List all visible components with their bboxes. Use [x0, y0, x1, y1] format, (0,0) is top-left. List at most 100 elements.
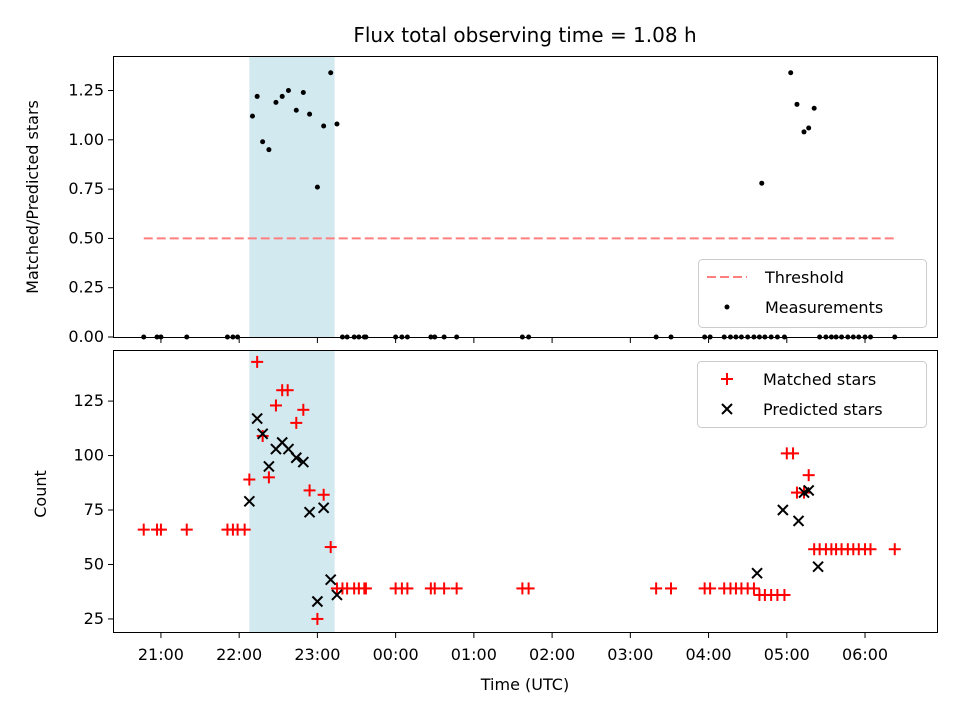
y-tick-label: 1.25 [68, 81, 104, 100]
matched-star-point [747, 582, 760, 595]
predicted-stars-points [243, 412, 824, 608]
y-tick-label: 1.00 [68, 130, 104, 149]
matched-star-point [269, 399, 282, 412]
predicted-star-point [317, 502, 330, 514]
matched-star-point [303, 484, 316, 497]
y-tick-label: 0.50 [68, 228, 104, 247]
measurement-point [254, 93, 260, 99]
ratio-panel-ylabel: Matched/Predicted stars [23, 100, 42, 294]
x-tick-label: 23:00 [294, 645, 340, 664]
measurement-point [260, 139, 266, 145]
y-tick-label: 25 [84, 609, 104, 628]
matched-star-point [650, 582, 663, 595]
predicted-star-point [256, 428, 269, 440]
matched-star-point [888, 543, 901, 556]
predicted-star-point [297, 456, 310, 468]
measurement-point [788, 70, 794, 76]
predicted-star-point [777, 504, 789, 516]
predicted-star-point [311, 595, 324, 608]
measurement-point [794, 101, 800, 107]
predicted-star-point [263, 460, 275, 473]
ratio-panel-frame [113, 56, 938, 338]
predicted-star-point [751, 567, 763, 579]
matched-star-point [154, 523, 167, 536]
matched-star-point [864, 543, 877, 556]
matched-star-point [359, 582, 372, 595]
x-tick-label: 21:00 [138, 645, 184, 664]
count-panel-frame [113, 350, 938, 633]
y-tick-label: 0.25 [68, 278, 104, 297]
x-tick-label: 00:00 [373, 645, 419, 664]
matched-star-point [324, 541, 337, 554]
predicted-star-point [243, 495, 256, 508]
matched-star-point [290, 416, 303, 429]
count-panel-ticks: 25 50 75 100 125 21:00 22:00 23:00 00:00 01:00 02:… [73, 391, 888, 664]
y-tick-label: 75 [84, 500, 104, 519]
predicted-star-point [251, 412, 263, 425]
measurement-point [314, 184, 320, 190]
measurement-point [249, 113, 255, 119]
measurement-point [806, 125, 812, 131]
predicted-star-point [303, 506, 316, 518]
x-tick-label: 04:00 [686, 645, 732, 664]
legend-predicted-swatch [721, 403, 733, 415]
measurement-point [293, 107, 299, 113]
legend-predicted-label: Predicted stars [763, 400, 883, 419]
y-tick-label: 0.75 [68, 179, 104, 198]
matched-star-point [317, 488, 330, 501]
legend-matched-label: Matched stars [763, 370, 876, 389]
measurement-point [328, 70, 334, 76]
y-tick-label: 0.00 [68, 327, 104, 346]
matched-star-point [802, 469, 815, 482]
measurement-point [307, 111, 313, 117]
measurement-point [321, 123, 327, 129]
count-panel-ylabel: Count [31, 470, 50, 518]
y-tick-label: 100 [73, 446, 104, 465]
chart-title: Flux total observing time = 1.08 h [353, 23, 696, 47]
matched-star-point [704, 582, 717, 595]
matched-stars-points [137, 355, 901, 625]
legend-matched-swatch [721, 373, 733, 385]
matched-star-point [243, 473, 256, 486]
matched-star-point [450, 582, 463, 595]
predicted-star-point [324, 574, 337, 586]
x-tick-label: 02:00 [529, 645, 575, 664]
matched-star-point [238, 523, 251, 536]
x-tick-label: 01:00 [451, 645, 497, 664]
matched-star-point [778, 588, 791, 601]
x-tick-label: 03:00 [607, 645, 653, 664]
predicted-star-point [802, 484, 815, 497]
predicted-star-point [290, 452, 302, 464]
count-legend: Matched stars Predicted stars [697, 361, 927, 428]
ratio-panel-shaded-span [249, 57, 335, 337]
matched-star-point [665, 582, 678, 595]
matched-star-point [787, 447, 800, 460]
measurement-point [266, 147, 272, 153]
legend-measurements-swatch [724, 304, 730, 310]
matched-star-point [281, 384, 294, 397]
x-tick-label: 06:00 [842, 645, 888, 664]
x-axis-label: Time (UTC) [480, 675, 569, 694]
measurement-point [801, 129, 807, 135]
measurement-point [285, 88, 291, 94]
y-tick-label: 50 [84, 554, 104, 573]
y-tick-label: 125 [73, 391, 104, 410]
x-tick-label: 22:00 [216, 645, 262, 664]
matched-star-point [522, 582, 535, 595]
matched-star-point [311, 612, 324, 625]
ratio-legend-box [698, 259, 927, 328]
legend-measurements-label: Measurements [765, 298, 883, 317]
count-panel-shaded-span [249, 351, 335, 632]
predicted-star-point [331, 589, 343, 601]
measurement-point [811, 105, 817, 111]
predicted-star-point [792, 515, 805, 527]
ratio-panel: 0.00 0.25 0.50 0.75 1.00 1.25 Threshold Measu… [23, 56, 938, 346]
x-tick-label: 05:00 [764, 645, 810, 664]
measurement-point [334, 121, 340, 127]
matched-star-point [251, 355, 264, 368]
measurement-point [300, 89, 306, 95]
measurement-point [759, 180, 765, 186]
predicted-star-point [812, 560, 824, 573]
